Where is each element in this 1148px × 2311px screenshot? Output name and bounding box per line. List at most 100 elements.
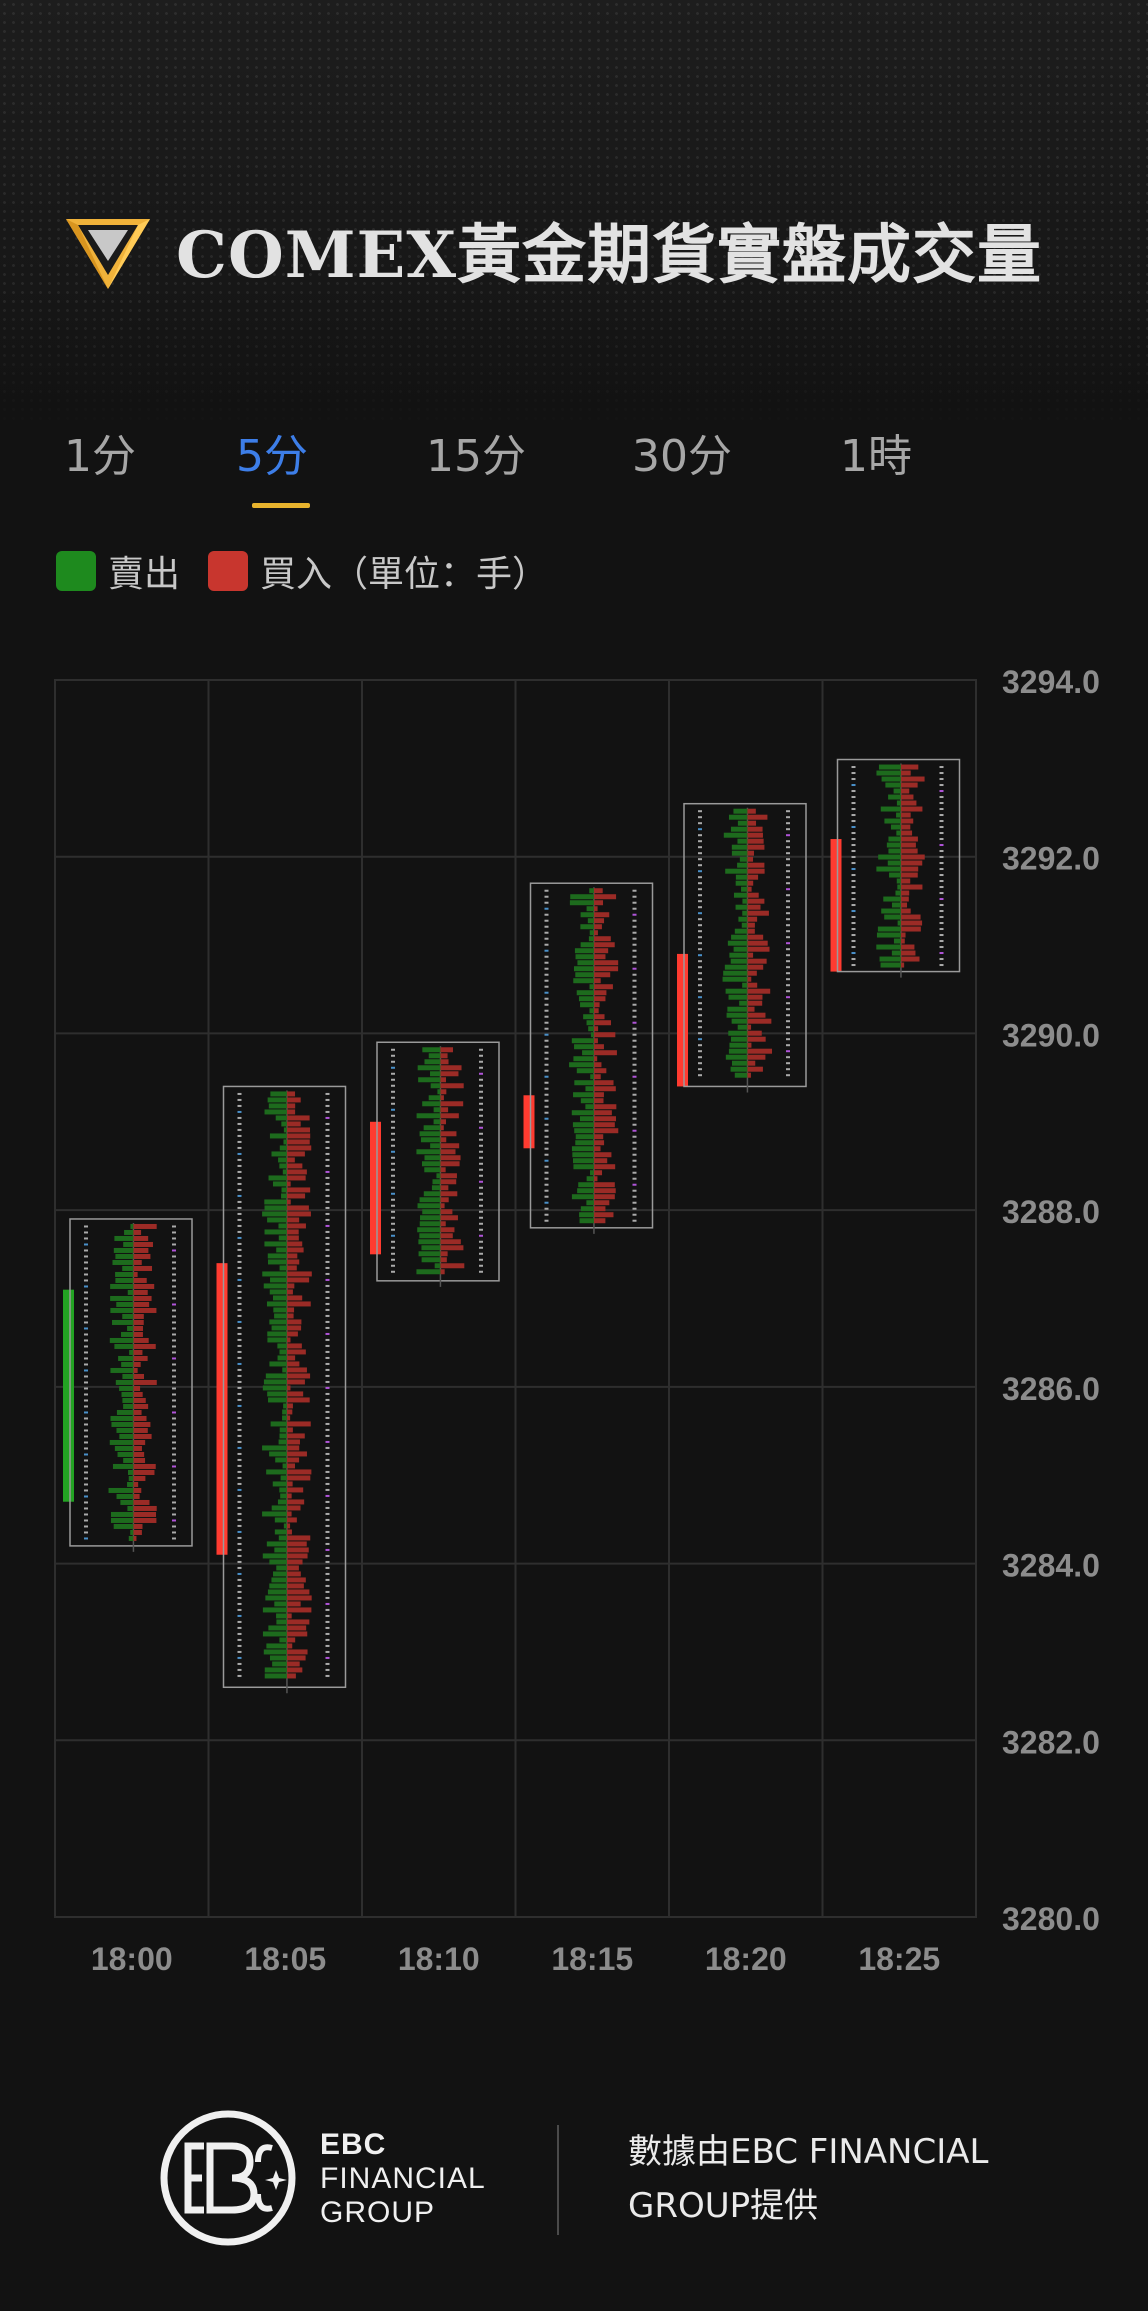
buy-count-mark [786, 852, 790, 855]
sell-volume-bar [263, 1649, 287, 1655]
sell-volume-bar [737, 838, 748, 844]
buy-volume-bar [286, 1649, 308, 1655]
sell-volume-bar [570, 894, 594, 900]
sell-count-mark [84, 1471, 88, 1474]
sell-volume-bar [281, 1187, 287, 1193]
buy-volume-bar [286, 1187, 311, 1193]
sell-volume-bar [266, 1301, 287, 1307]
sell-count-mark [237, 1248, 242, 1251]
buy-volume-bar [286, 1475, 311, 1481]
sell-count-mark [237, 1206, 242, 1209]
buy-volume-bar [286, 1505, 301, 1511]
sell-volume-bar [115, 1253, 134, 1259]
sell-count-mark [851, 874, 856, 877]
sell-volume-bar [128, 1535, 134, 1541]
sell-count-mark [84, 1351, 88, 1354]
buy-count-mark [172, 1339, 176, 1342]
sell-volume-bar [278, 1439, 287, 1445]
sell-volume-bar [419, 1131, 441, 1137]
buy-count-mark [325, 1506, 330, 1509]
sell-count-mark [84, 1531, 88, 1534]
buy-volume-bar [133, 1247, 149, 1253]
tab-30min[interactable]: 30分 [632, 431, 732, 482]
buy-volume-bar [900, 956, 920, 962]
candle-body [830, 839, 842, 972]
footer-divider [557, 2125, 559, 2235]
sell-volume-bar [128, 1475, 134, 1481]
sell-count-mark [851, 940, 856, 943]
buy-volume-bar [747, 850, 754, 856]
buy-volume-bar [440, 1185, 449, 1191]
sell-volume-bar [896, 800, 901, 806]
sell-volume-bar [273, 1307, 287, 1313]
sell-volume-bar [573, 1092, 594, 1098]
buy-count-mark [786, 894, 790, 897]
buy-count-mark [325, 1272, 330, 1275]
sell-volume-bar [731, 1018, 748, 1024]
sell-volume-bar [282, 1463, 287, 1469]
buy-volume-bar [133, 1469, 155, 1475]
sell-volume-bar [109, 1439, 134, 1445]
sell-count-mark [237, 1332, 242, 1335]
sell-count-mark [237, 1368, 242, 1371]
buy-count-mark [325, 1644, 330, 1647]
sell-volume-bar [580, 1098, 594, 1104]
sell-volume-bar [590, 1170, 594, 1176]
sell-volume-bar [742, 898, 748, 904]
buy-volume-bar [900, 788, 910, 794]
buy-volume-bar [593, 1128, 619, 1134]
sell-count-mark [698, 1020, 702, 1023]
buy-volume-bar [593, 1200, 610, 1206]
buy-volume-bar [440, 1065, 462, 1071]
sell-volume-bar [879, 956, 901, 962]
buy-count-mark [479, 1210, 483, 1213]
tab-15min[interactable]: 15分 [426, 431, 526, 482]
sell-count-mark [698, 852, 702, 855]
sell-count-mark [391, 1168, 395, 1171]
buy-volume-bar [747, 1072, 751, 1078]
sell-volume-bar [129, 1349, 134, 1355]
buy-count-mark [786, 840, 790, 843]
sell-count-mark [698, 1056, 702, 1059]
sell-count-mark [84, 1441, 88, 1444]
sell-swatch [56, 551, 96, 591]
sell-volume-bar [262, 1631, 287, 1637]
buy-count-mark [939, 928, 944, 931]
sell-count-mark [698, 930, 702, 933]
sell-volume-bar [268, 1625, 287, 1631]
buy-count-mark [786, 1020, 790, 1023]
sell-volume-bar [416, 1113, 441, 1119]
sell-volume-bar [735, 904, 748, 910]
buy-count-mark [632, 919, 637, 922]
buy-count-mark [172, 1435, 176, 1438]
buy-count-mark [325, 1512, 330, 1515]
buy-count-mark [479, 1126, 483, 1129]
buy-volume-bar [900, 950, 916, 956]
tab-1hour[interactable]: 1時 [840, 431, 912, 482]
buy-count-mark [172, 1375, 176, 1378]
tab-5min[interactable]: 5分 [236, 431, 308, 482]
volume-candle-chart: 3280.0 3282.0 3284.0 3286.0 3288.0 3290.0 3292… [54, 664, 1100, 1977]
sell-volume-bar [112, 1319, 134, 1325]
buy-count-mark [325, 1092, 330, 1095]
sell-volume-bar [109, 1337, 134, 1343]
tab-1min[interactable]: 1分 [64, 431, 136, 482]
sell-count-mark [237, 1428, 242, 1431]
sell-count-mark [237, 1134, 242, 1137]
sell-volume-bar [728, 814, 748, 820]
sell-count-mark [544, 1099, 549, 1102]
sell-volume-bar [589, 984, 594, 990]
buy-volume-bar [747, 1000, 763, 1006]
buy-count-mark [632, 955, 637, 958]
buy-count-mark [172, 1453, 176, 1456]
buy-volume-bar [900, 776, 925, 782]
buy-count-mark [479, 1162, 483, 1165]
buy-count-mark [172, 1333, 176, 1336]
sell-count-mark [84, 1357, 88, 1360]
buy-volume-bar [900, 914, 921, 920]
buy-volume-bar [440, 1173, 457, 1179]
sell-volume-bar [423, 1125, 441, 1131]
buy-volume-bar [593, 1182, 615, 1188]
buy-volume-bar [286, 1283, 295, 1289]
buy-count-mark [172, 1255, 176, 1258]
